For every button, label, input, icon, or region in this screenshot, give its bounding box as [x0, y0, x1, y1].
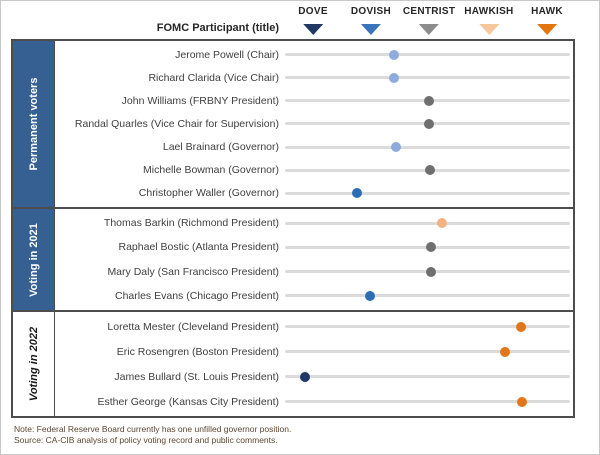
- stance-dot: [388, 49, 399, 60]
- stance-track: [285, 346, 570, 357]
- group-label: Voting in 2021: [27, 222, 40, 297]
- participant-row: James Bullard (St. Louis President): [55, 364, 573, 389]
- group-rows: Thomas Barkin (Richmond President) Raphae…: [55, 209, 573, 310]
- stance-dot: [437, 218, 448, 229]
- participant-row: Christopher Waller (Governor): [55, 182, 573, 205]
- stance-track: [285, 396, 570, 407]
- stance-dot: [425, 242, 436, 253]
- triangle-down-icon: [537, 24, 558, 35]
- scale-label: DOVISH: [350, 6, 391, 17]
- group-label-cell: Voting in 2021: [13, 209, 55, 310]
- scale-marker-centrist: CENTRIST: [403, 6, 455, 35]
- stance-dot: [423, 118, 434, 129]
- scale-label: DOVE: [298, 6, 328, 17]
- fomc-participant-column-header: FOMC Participant (title): [156, 22, 279, 34]
- stance-dot: [425, 266, 436, 277]
- stance-dot: [390, 142, 401, 153]
- voter-group: Permanent voters Jerome Powell (Chair) Ric…: [11, 39, 575, 209]
- note-line: Note: Federal Reserve Board currently ha…: [14, 424, 292, 434]
- participant-row: Loretta Mester (Cleveland President): [55, 314, 573, 339]
- participant-name: Raphael Bostic (Atlanta President): [118, 241, 280, 254]
- participant-row: Randal Quarles (Vice Chair for Supervisi…: [55, 112, 573, 135]
- triangle-down-icon: [478, 24, 499, 35]
- stance-track: [285, 49, 570, 60]
- participant-row: Richard Clarida (Vice Chair): [55, 66, 573, 89]
- participant-row: Raphael Bostic (Atlanta President): [55, 235, 573, 259]
- groups: Permanent voters Jerome Powell (Chair) Ric…: [11, 39, 575, 418]
- footnotes: Note: Federal Reserve Board currently ha…: [14, 424, 291, 447]
- scale-marker-dove: DOVE: [298, 6, 328, 35]
- stance-track: [285, 290, 570, 301]
- stance-track: [285, 266, 570, 277]
- participant-name: Esther George (Kansas City President): [97, 395, 280, 408]
- participant-name: Michelle Bowman (Governor): [143, 164, 279, 177]
- scale-label: CENTRIST: [402, 6, 456, 17]
- scale-label: HAWK: [531, 6, 563, 17]
- spectrum-scale: DOVE DOVISH CENTRIST HAWKISH HAWK: [284, 6, 569, 39]
- participant-row: Mary Daly (San Francisco President): [55, 260, 573, 284]
- voter-group: Voting in 2021 Thomas Barkin (Richmond Pr…: [11, 207, 575, 312]
- group-label: Voting in 2022: [27, 326, 40, 402]
- participant-name: James Bullard (St. Louis President): [114, 370, 279, 383]
- stance-dot: [500, 346, 511, 357]
- stance-dot: [388, 72, 399, 83]
- participant-name: John Williams (FRBNY President): [121, 94, 279, 107]
- stance-dot: [423, 95, 434, 106]
- participant-row: Jerome Powell (Chair): [55, 43, 573, 66]
- stance-track: [285, 242, 570, 253]
- participant-row: Eric Rosengren (Boston President): [55, 339, 573, 364]
- stance-dot: [517, 396, 528, 407]
- participant-name: Lael Brainard (Governor): [162, 141, 279, 154]
- stance-track: [285, 321, 570, 332]
- scale-label: HAWKISH: [464, 6, 514, 17]
- scale-marker-hawk: HAWK: [531, 6, 563, 35]
- stance-track: [285, 142, 570, 153]
- triangle-down-icon: [419, 24, 440, 35]
- participant-name: Thomas Barkin (Richmond President): [103, 217, 279, 230]
- scale-marker-hawkish: HAWKISH: [464, 6, 513, 35]
- participant-name: Jerome Powell (Chair): [175, 48, 279, 61]
- stance-track: [285, 371, 570, 382]
- group-rows: Jerome Powell (Chair) Richard Clarida (Vi…: [55, 41, 573, 207]
- participant-name: Eric Rosengren (Boston President): [116, 345, 279, 358]
- triangle-down-icon: [303, 24, 324, 35]
- stance-track: [285, 188, 570, 199]
- participant-name: Loretta Mester (Cleveland President): [107, 320, 279, 333]
- participant-row: Lael Brainard (Governor): [55, 136, 573, 159]
- triangle-down-icon: [360, 24, 381, 35]
- participant-row: Michelle Bowman (Governor): [55, 159, 573, 182]
- participant-row: Esther George (Kansas City President): [55, 389, 573, 414]
- participant-name: Richard Clarida (Vice Chair): [148, 71, 279, 84]
- stance-track: [285, 165, 570, 176]
- group-label: Permanent voters: [27, 77, 40, 171]
- stance-track: [285, 118, 570, 129]
- participant-row: John Williams (FRBNY President): [55, 89, 573, 112]
- participant-name: Randal Quarles (Vice Chair for Supervisi…: [74, 117, 279, 130]
- stance-dot: [364, 290, 375, 301]
- stance-dot: [352, 188, 363, 199]
- source-line: Source: CA-CIB analysis of policy voting…: [14, 435, 278, 446]
- scale-marker-dovish: DOVISH: [351, 6, 391, 35]
- stance-track: [285, 72, 570, 83]
- stance-track: [285, 218, 570, 229]
- participant-name: Charles Evans (Chicago President): [115, 289, 279, 302]
- stance-track: [285, 95, 570, 106]
- participant-name: Mary Daly (San Francisco President): [107, 265, 279, 278]
- participant-row: Charles Evans (Chicago President): [55, 284, 573, 308]
- participant-name: Christopher Waller (Governor): [138, 187, 279, 200]
- stance-dot: [299, 371, 310, 382]
- group-rows: Loretta Mester (Cleveland President) Eric…: [55, 312, 573, 416]
- stance-dot: [425, 165, 436, 176]
- participant-row: Thomas Barkin (Richmond President): [55, 211, 573, 235]
- group-label-cell: Permanent voters: [13, 41, 55, 207]
- stance-dot: [515, 321, 526, 332]
- group-label-cell: Voting in 2022: [13, 312, 55, 416]
- voter-group: Voting in 2022 Loretta Mester (Cleveland …: [11, 310, 575, 418]
